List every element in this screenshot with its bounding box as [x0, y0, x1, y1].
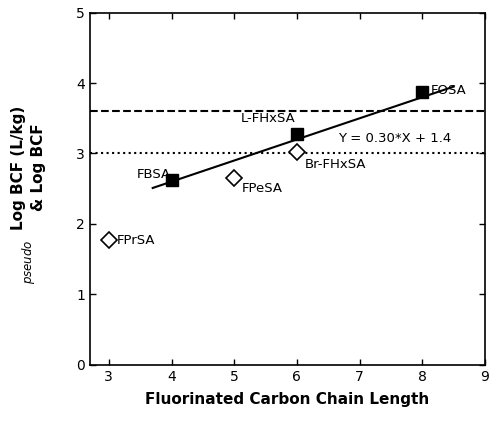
- Text: FOSA: FOSA: [430, 84, 466, 97]
- Text: L-FHxSA: L-FHxSA: [240, 112, 295, 126]
- Text: Log BCF (L/kg)
& Log BCF: Log BCF (L/kg) & Log BCF: [12, 106, 46, 230]
- Text: FPrSA: FPrSA: [116, 234, 155, 247]
- Text: Br-FHxSA: Br-FHxSA: [304, 158, 366, 171]
- X-axis label: Fluorinated Carbon Chain Length: Fluorinated Carbon Chain Length: [146, 392, 430, 407]
- Text: FBSA: FBSA: [137, 168, 171, 181]
- Text: FPeSA: FPeSA: [242, 181, 282, 195]
- Text: Y = 0.30*X + 1.4: Y = 0.30*X + 1.4: [338, 131, 451, 145]
- Text: $\it{pseudo}$: $\it{pseudo}$: [20, 240, 38, 284]
